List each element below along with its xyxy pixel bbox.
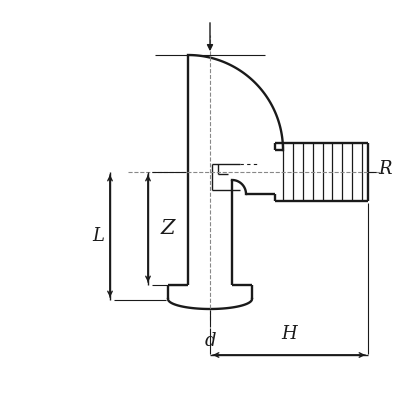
Text: L: L bbox=[92, 227, 104, 245]
Text: H: H bbox=[281, 325, 297, 343]
Text: Z: Z bbox=[161, 219, 175, 238]
Text: R: R bbox=[378, 160, 392, 178]
Text: d: d bbox=[204, 332, 216, 350]
